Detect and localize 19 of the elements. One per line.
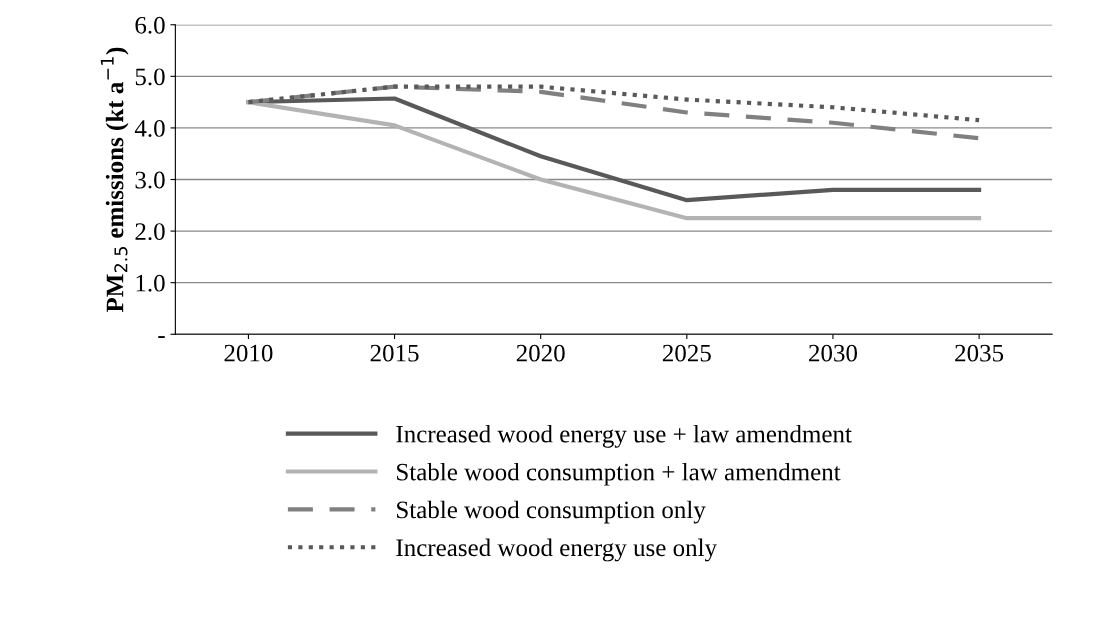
x-tick-label: 2015 <box>370 344 419 362</box>
x-tick-label: 2020 <box>516 344 565 362</box>
y-tick-label: 6.0 <box>135 16 165 34</box>
y-tick-label: 2.0 <box>135 223 165 241</box>
line-series <box>246 100 982 221</box>
y-tick-label: 4.0 <box>134 119 165 137</box>
legend-label: Stable wood consumption only <box>397 500 706 524</box>
x-tick-label: 2010 <box>224 344 273 362</box>
x-tick-label: 2035 <box>955 344 1004 362</box>
legend-label: Increased wood energy use + law amendment <box>396 425 852 448</box>
x-tick-label: 2025 <box>662 344 711 362</box>
y-axis-title: PM$_{2.5}$ emissions (kt a$^{−1}$) <box>100 47 129 313</box>
y-tick-label: 1.0 <box>136 274 165 292</box>
y-tick-label: 3.0 <box>135 171 165 189</box>
y-tick-label: - <box>158 336 165 338</box>
legend-label: Stable wood consumption + law amendment <box>397 462 841 486</box>
y-tick-label: 5.0 <box>135 68 165 86</box>
x-tick-label: 2030 <box>809 344 858 362</box>
legend-label: Increased wood energy use only <box>396 538 717 562</box>
